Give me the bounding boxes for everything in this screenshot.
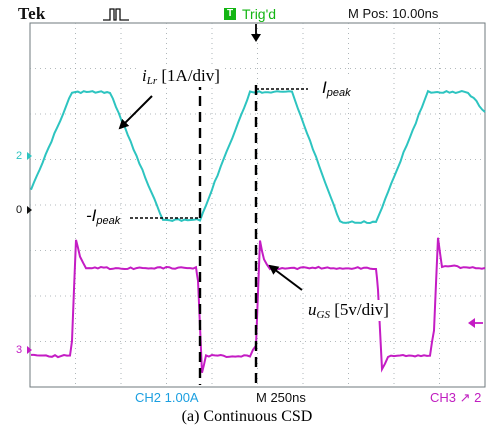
figure-caption: (a) Continuous CSD bbox=[0, 408, 494, 426]
ch3-marker: 3 bbox=[16, 344, 22, 356]
ch3-trigger-readout: CH3 ↗ 2 bbox=[430, 390, 481, 406]
gate-voltage-trace bbox=[31, 238, 485, 373]
gate-voltage-label: uGS [5v/div] bbox=[306, 300, 391, 321]
ch2-scale-readout: CH2 1.00A bbox=[135, 390, 199, 405]
graticule-grid bbox=[30, 23, 485, 387]
left-arrow-icon bbox=[468, 318, 483, 328]
down-arrow-icon bbox=[251, 24, 261, 42]
current-arrow bbox=[120, 96, 152, 128]
timebase-readout: M 250ns bbox=[256, 390, 306, 405]
graticule-border bbox=[30, 23, 485, 387]
ch2-marker: 2 bbox=[16, 150, 22, 162]
ipeak-negative-label: -Ipeak bbox=[84, 206, 122, 227]
current-trace bbox=[31, 91, 485, 223]
current-label: iLr [1A/div] bbox=[140, 66, 222, 87]
ipeak-positive-label: Ipeak bbox=[320, 78, 353, 99]
zero-marker: 0 bbox=[16, 204, 22, 216]
